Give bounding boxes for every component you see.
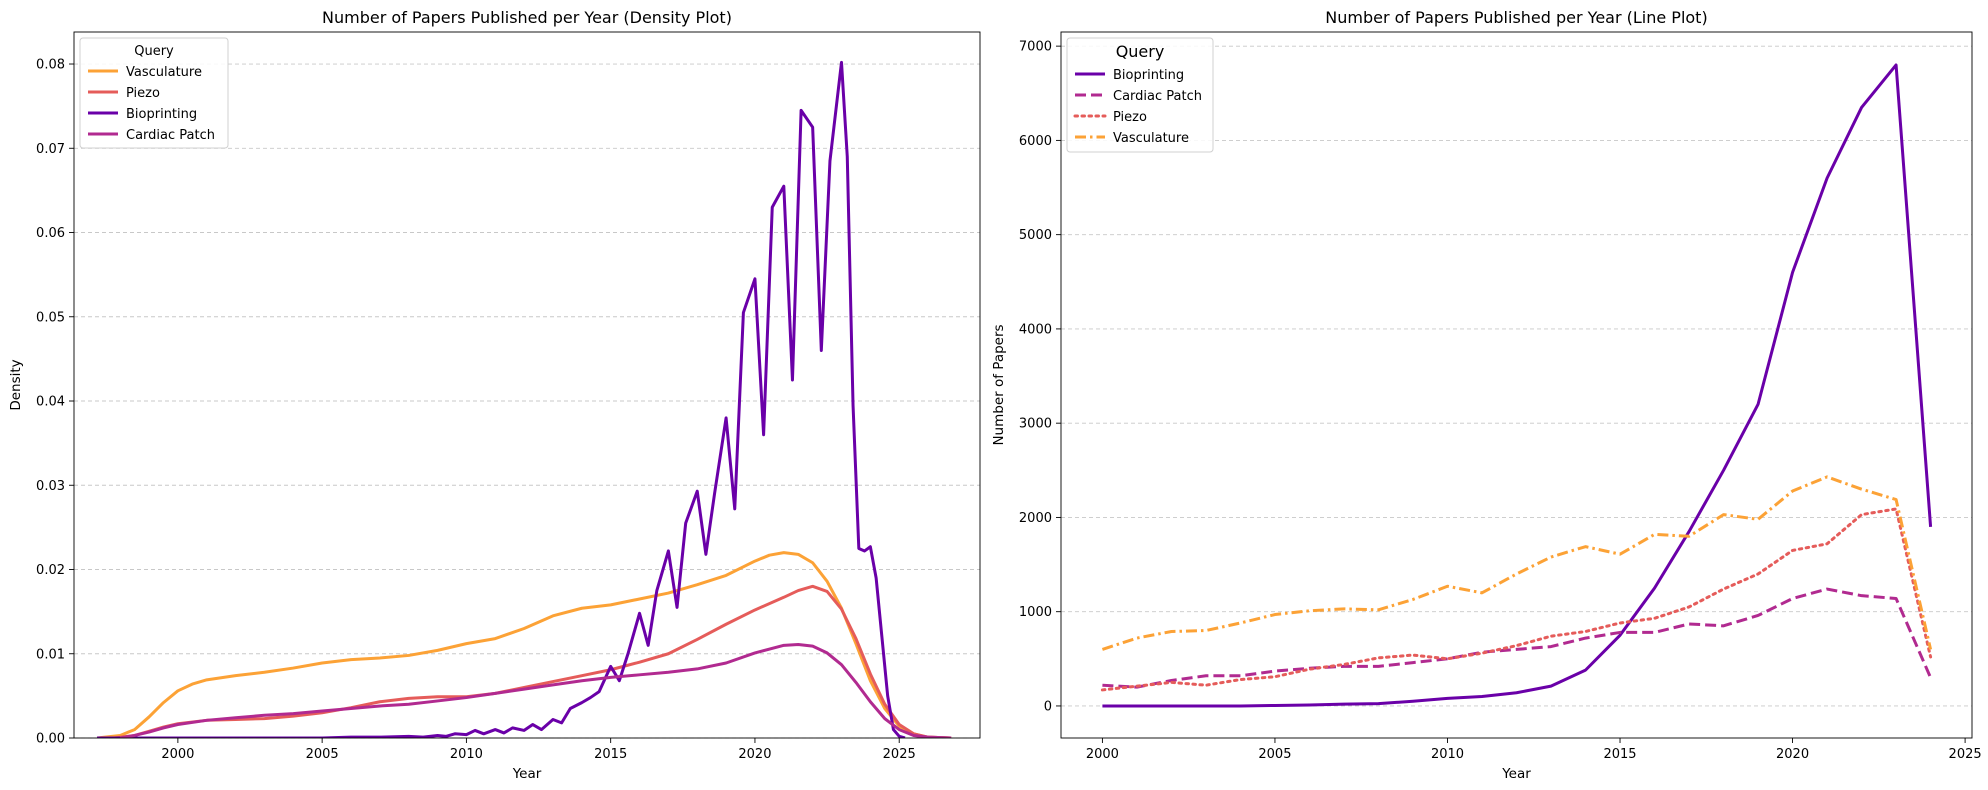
- x-tick-label: 2020: [1776, 747, 1809, 762]
- y-tick-label: 0: [1044, 699, 1052, 714]
- series-line-piezo: [1100, 507, 1933, 692]
- series-line-cardiac-patch: [1102, 587, 1932, 689]
- x-tick-label: 2020: [738, 747, 771, 762]
- y-tick-label: 0.00: [36, 732, 65, 747]
- legend-title: Query: [134, 44, 174, 59]
- y-tick-label: 3000: [1019, 417, 1052, 432]
- axes-frame: [73, 31, 981, 739]
- legend: Query Bioprinting Cardiac Patch Piezo Vascul…: [1066, 37, 1214, 153]
- legend-label-cardiac-patch: Cardiac Patch: [126, 128, 215, 143]
- chart-title: Number of Papers Published per Year (Den…: [322, 8, 732, 27]
- y-tick-label: 0.07: [36, 142, 65, 157]
- chart-title: Number of Papers Published per Year (Lin…: [1325, 8, 1707, 27]
- y-tick-label: 4000: [1019, 322, 1052, 337]
- legend-label-bioprinting: Bioprinting: [1113, 68, 1184, 83]
- x-tick-label: 2015: [594, 747, 627, 762]
- x-tick-label: 2010: [450, 747, 483, 762]
- x-tick-label: 2010: [1431, 747, 1464, 762]
- line-plot-panel: 2000 2005 2010 2015 2020 2025 0 1000 2000 3000 400…: [991, 8, 1982, 782]
- axes-frame: [1060, 31, 1973, 739]
- legend-label-vasculature: Vasculature: [126, 65, 202, 80]
- legend-label-piezo: Piezo: [126, 86, 160, 101]
- y-tick-label: 0.03: [36, 479, 65, 494]
- legend-label-bioprinting: Bioprinting: [126, 107, 197, 122]
- series-line-cardiac-patch: [119, 642, 952, 738]
- series-group: [96, 60, 952, 738]
- series-line-piezo: [114, 584, 952, 738]
- legend-label-cardiac-patch: Cardiac Patch: [1113, 89, 1202, 104]
- y-tick-label: 7000: [1019, 40, 1052, 55]
- x-axis-label: Year: [512, 766, 542, 782]
- y-tick-label: 2000: [1019, 511, 1052, 526]
- x-tick-label: 2015: [1603, 747, 1636, 762]
- y-tick-label: 0.02: [36, 563, 65, 578]
- legend-box: [1066, 37, 1214, 153]
- series-line-vasculature: [1101, 475, 1933, 651]
- y-axis-label: Density: [8, 359, 24, 410]
- legend-label-piezo: Piezo: [1113, 110, 1147, 125]
- y-tick-label: 5000: [1019, 228, 1052, 243]
- legend-title: Query: [1116, 42, 1165, 61]
- legend-label-vasculature: Vasculature: [1113, 131, 1189, 146]
- x-tick-label: 2005: [1258, 747, 1291, 762]
- y-axis-label: Number of Papers: [991, 324, 1007, 445]
- y-tick-label: 0.08: [36, 58, 65, 73]
- y-tick-label: 0.05: [36, 310, 65, 325]
- y-tick-label: 6000: [1019, 134, 1052, 149]
- series-group: [1100, 63, 1933, 708]
- x-tick-label: 2000: [1086, 747, 1119, 762]
- x-tick-label: 2025: [883, 747, 916, 762]
- series-line-bioprinting: [1102, 63, 1933, 708]
- series-line-bioprinting: [97, 60, 906, 738]
- y-tick-label: 0.06: [36, 226, 65, 241]
- x-tick-label: 2000: [161, 747, 194, 762]
- legend: Query Vasculature Piezo Bioprinting Cardiac …: [79, 37, 229, 149]
- legend-box: [79, 37, 229, 149]
- density-plot-panel: 2000 2005 2010 2015 2020 2025 0.00 0.01 0.02 0.03…: [8, 8, 981, 782]
- x-axis-label: Year: [1501, 766, 1531, 782]
- x-tick-label: 2005: [306, 747, 339, 762]
- series-line-vasculature: [96, 551, 952, 738]
- x-tick-label: 2025: [1949, 747, 1982, 762]
- y-tick-label: 0.01: [36, 647, 65, 662]
- y-tick-label: 0.04: [36, 395, 65, 410]
- y-tick-label: 1000: [1019, 605, 1052, 620]
